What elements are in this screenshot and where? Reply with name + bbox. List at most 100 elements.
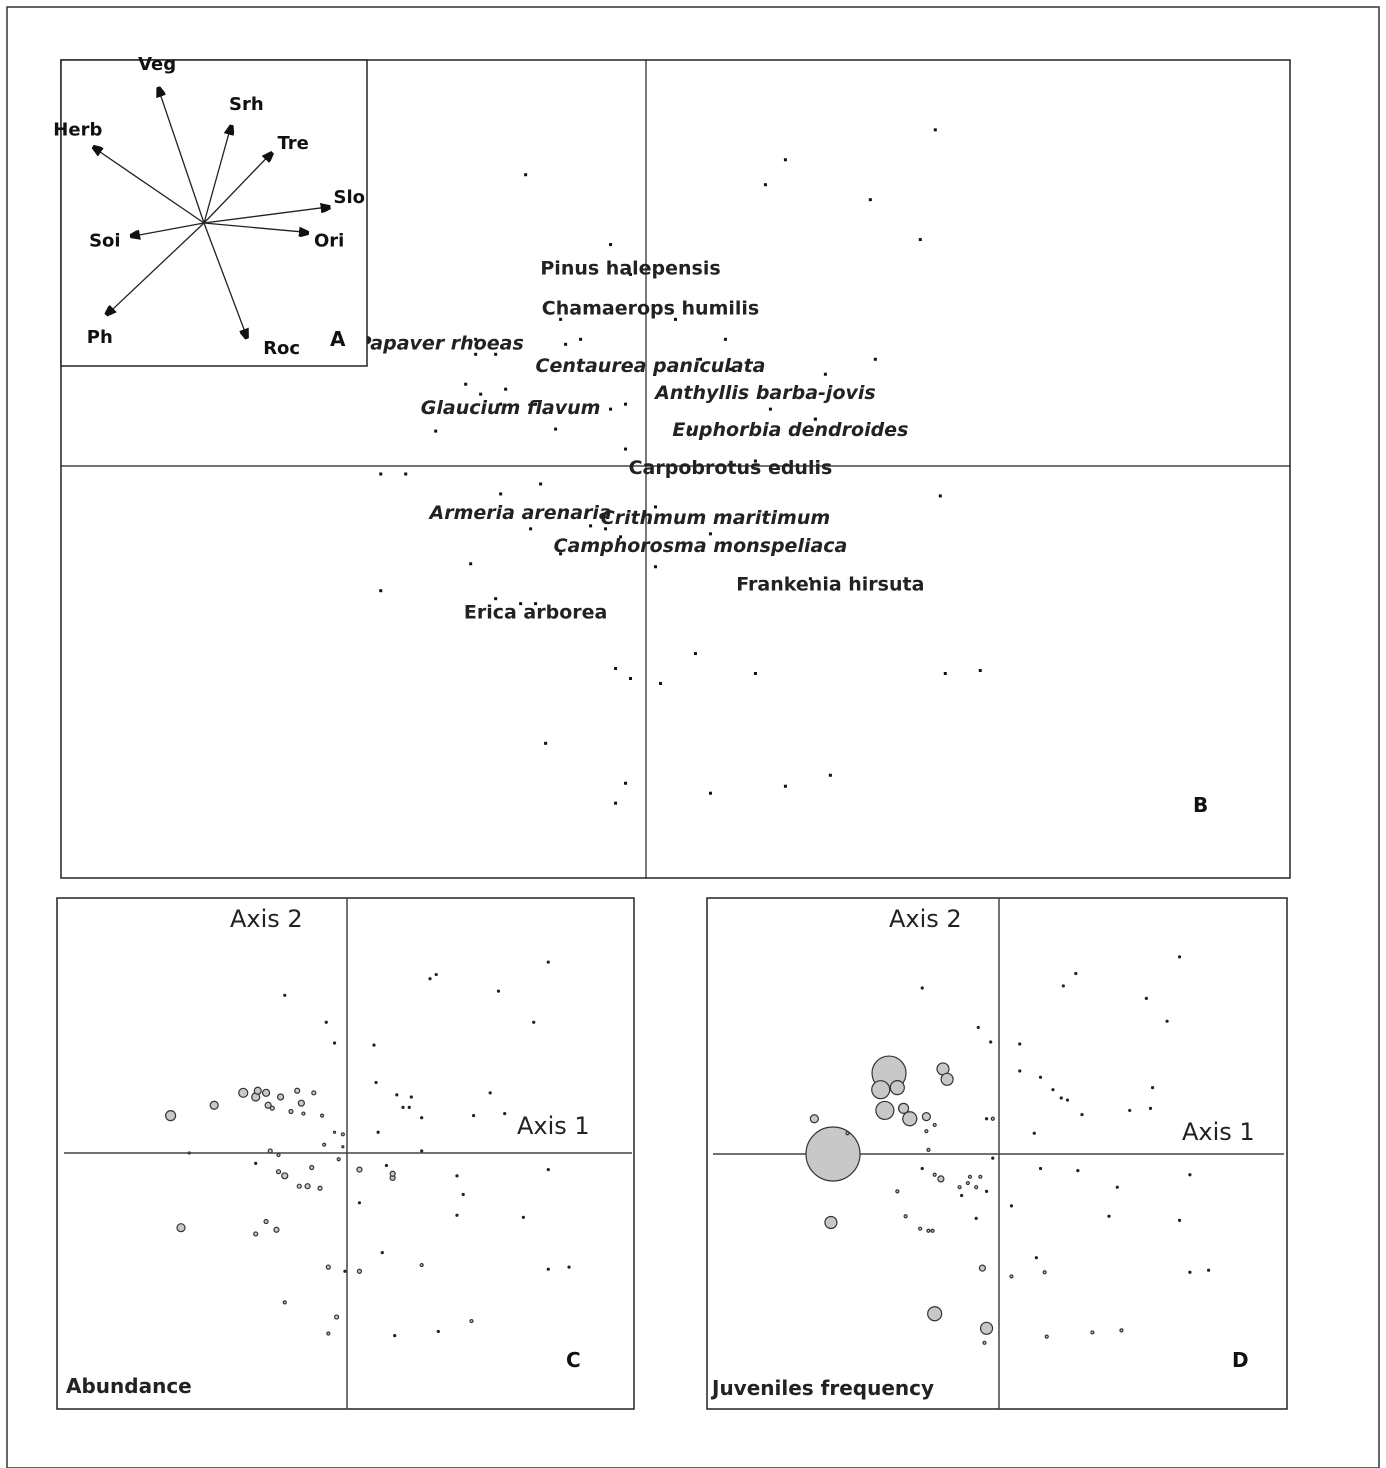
panel-b-point (753, 459, 757, 463)
panel-d-small-point (1065, 1098, 1070, 1102)
panel-b-point (589, 524, 593, 528)
vector-soi-arrow (131, 222, 205, 237)
species-label: Carpobrotus edulis (629, 457, 833, 479)
panel-c-bubble (253, 1086, 262, 1095)
panel-d-small-point (1074, 971, 1078, 976)
panel-b-point (873, 357, 877, 361)
panel-b-point (783, 158, 787, 162)
panel-b-point (629, 676, 633, 680)
panel-d-points (805, 955, 1211, 1345)
panel-c-bubble (288, 1108, 294, 1115)
panel-d-bubble (1044, 1334, 1049, 1339)
panel-b-point (868, 198, 872, 202)
panel-c-small-point (532, 1020, 536, 1024)
species-label: Pinus halepensis (540, 257, 720, 279)
panel-c-bubble (297, 1099, 305, 1107)
panel-c-small-point (420, 1149, 424, 1153)
panel-c-small-point (455, 1213, 459, 1217)
panel-d-small-point (1018, 1069, 1022, 1073)
panel-b-point (723, 337, 727, 341)
panel-b-point (499, 402, 503, 406)
panel-c-small-point (372, 1043, 376, 1047)
panel-d-bubble (927, 1306, 943, 1322)
panel-d-bubble (895, 1189, 900, 1194)
panel-d-small-point (1107, 1214, 1111, 1218)
panel-c-bubble (253, 1231, 259, 1237)
panel-c-bubble (165, 1110, 177, 1122)
panel-b-point (554, 427, 558, 431)
panel-d-bubble (903, 1214, 908, 1219)
panel-c-caption: Abundance (66, 1374, 192, 1398)
panel-c-bubble (322, 1142, 327, 1147)
panel-c-bubble (209, 1100, 219, 1110)
panel-c-small-point (393, 1334, 397, 1338)
panel-b-point (559, 552, 563, 556)
panel-b-point (708, 532, 712, 536)
panel-d-small-point (920, 986, 924, 990)
panel-b-point (783, 784, 787, 788)
vector-ph-arrow (107, 222, 205, 315)
panel-d-bubble (875, 1100, 895, 1121)
panel-d-bubble (1090, 1330, 1095, 1335)
panel-c-bubble (281, 1172, 289, 1180)
panel-b-point (534, 602, 538, 606)
panel-b-point (624, 402, 628, 406)
panel-d-small-point (920, 1166, 924, 1171)
panel-b-point (524, 173, 528, 177)
panel-b-point (624, 447, 628, 451)
panel-b-point (688, 427, 692, 431)
panel-b-point (504, 387, 508, 391)
species-label: Centaurea paniculata (536, 355, 766, 377)
panel-c-bubble (389, 1170, 396, 1177)
panel-d-bubble (871, 1080, 891, 1100)
panel-c-bubble (187, 1151, 191, 1155)
species-label: Camphorosma monspeliaca (554, 535, 848, 557)
panel-d-bubble (974, 1185, 979, 1190)
panel-d-small-point (974, 1216, 978, 1220)
panel-d-small-point (1177, 1218, 1182, 1222)
panel-c-bubble (341, 1145, 345, 1149)
panel-b-letter: B (1193, 793, 1208, 817)
panel-c-bubble (311, 1090, 317, 1096)
vector-ori-label: Ori (314, 230, 344, 251)
panel-b-point (808, 577, 812, 581)
panel-d-bubble (924, 1129, 929, 1134)
panel-b-point (579, 337, 583, 341)
panel-b-point (379, 589, 383, 593)
panel-d-small-point (1051, 1088, 1055, 1092)
vector-soi-label: Soi (89, 231, 121, 252)
panel-d-bubble (1009, 1274, 1014, 1279)
panel-b-point (469, 562, 473, 566)
panel-a: Veg Herb Srh Tre Slo Ori Soi Ph Roc A (53, 54, 368, 367)
panel-d-small-point (1059, 1096, 1063, 1100)
panel-d-bubble (982, 1340, 987, 1345)
panel-b-point (768, 407, 772, 411)
species-label: Frankenia hirsuta (736, 574, 924, 596)
panel-b-point (918, 238, 922, 242)
panel-c-small-point (546, 1267, 550, 1271)
panel-c-bubble (317, 1185, 323, 1191)
panel-b-point (938, 494, 942, 498)
panel-d-bubble (1119, 1328, 1124, 1333)
panel-c-small-point (395, 1093, 399, 1097)
panel-d-small-point (1080, 1112, 1084, 1117)
panel-b-point (534, 402, 538, 406)
panel-d-small-point (1148, 1106, 1153, 1110)
panel-b-point (529, 527, 533, 531)
species-label: Chamaerops humilis (542, 297, 759, 319)
panel-d-caption: Juveniles frequency (710, 1376, 934, 1400)
panel-c-bubble (176, 1223, 186, 1233)
panel-c-small-point (332, 1041, 337, 1045)
panel-d-bubble (957, 1185, 962, 1190)
panel-d-small-point (1128, 1108, 1132, 1113)
panel-b-point (479, 392, 483, 396)
panel-d-bubble (937, 1175, 945, 1183)
panel-d-bubble (921, 1112, 931, 1122)
panel-b-point (763, 183, 767, 187)
panel-c-small-point (254, 1161, 258, 1165)
panel-d-small-point (984, 1189, 989, 1193)
panel-c-bubble (273, 1226, 280, 1233)
panel-b-point (753, 672, 757, 675)
panel-c-small-point (384, 1163, 389, 1168)
